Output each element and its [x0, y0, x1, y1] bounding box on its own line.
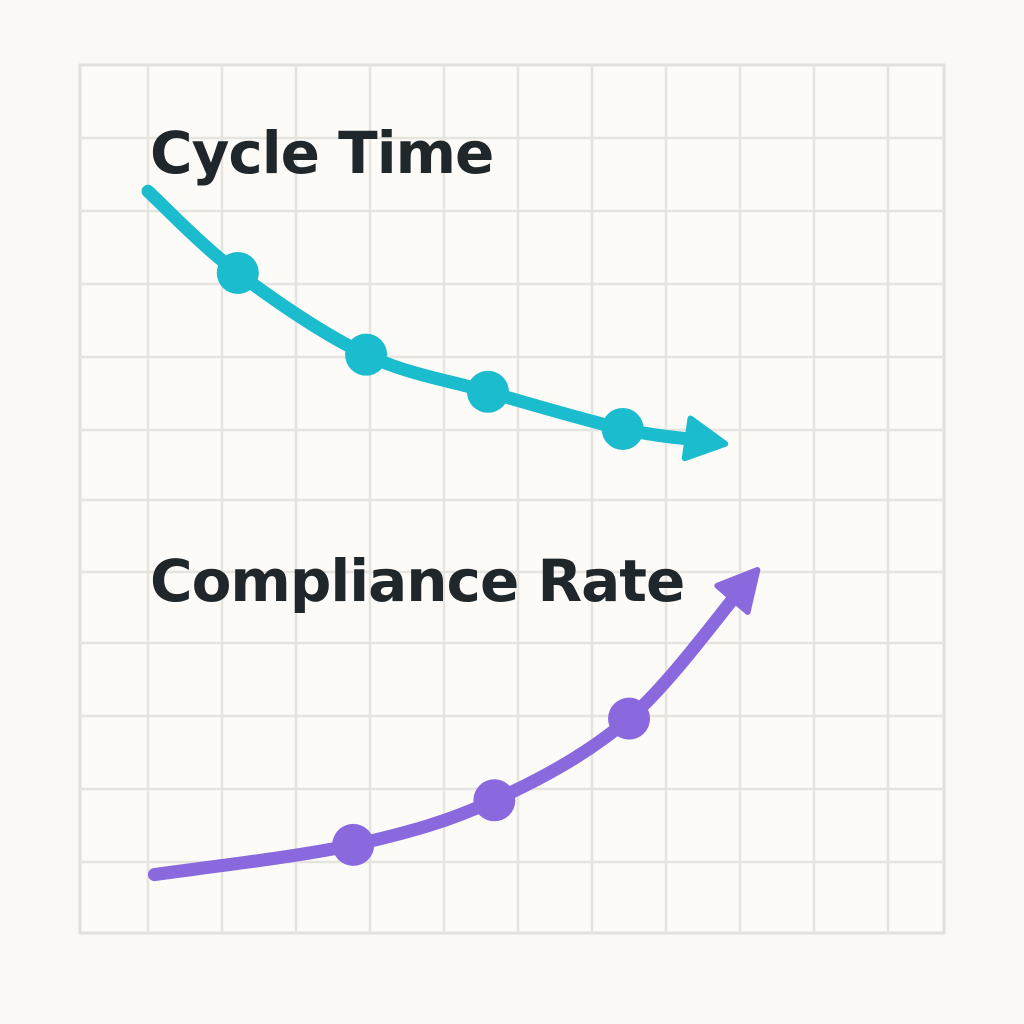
data-point-cycle-time [466, 370, 509, 413]
data-point-compliance-rate [332, 823, 375, 866]
data-point-cycle-time [216, 251, 259, 294]
series-title-cycle-time: Cycle Time [150, 119, 493, 187]
arrowhead-compliance-rate [714, 567, 761, 615]
series-title-compliance-rate: Compliance Rate [150, 547, 684, 615]
arrowhead-cycle-time [681, 415, 729, 462]
data-point-compliance-rate [608, 697, 651, 740]
series-layer [141, 184, 761, 882]
data-point-compliance-rate [473, 779, 516, 822]
data-point-cycle-time [345, 333, 388, 376]
data-point-cycle-time [601, 407, 644, 450]
